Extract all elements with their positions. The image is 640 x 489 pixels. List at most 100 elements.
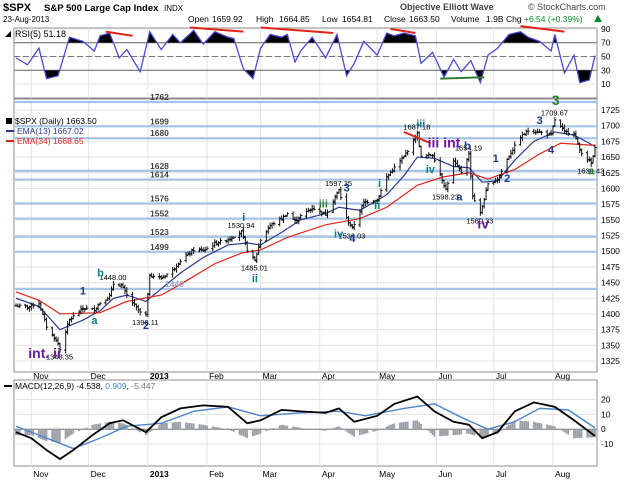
macd-histogram-bar	[323, 429, 325, 430]
macd-histogram-bar	[433, 429, 435, 436]
price-annotation-label: 1530.94	[227, 221, 254, 230]
rsi-legend-swatch	[5, 31, 11, 37]
macd-histogram-bar	[361, 429, 363, 434]
elliott-wave-label: a	[456, 191, 463, 203]
elliott-wave-label: 4	[349, 233, 356, 245]
macd-histogram-bar	[93, 424, 95, 429]
rsi-y-tick-label: 30	[601, 65, 611, 75]
elliott-wave-label: 3	[344, 183, 350, 195]
high-value: 1664.85	[279, 14, 310, 24]
chg-label: Chg	[506, 14, 522, 24]
macd-histogram-bar	[200, 425, 202, 430]
macd-histogram-bar	[233, 429, 235, 432]
macd-histogram-bar	[439, 429, 441, 436]
macd-histogram-bar	[336, 427, 338, 429]
macd-histogram-bar	[246, 429, 248, 438]
macd-histogram-bar	[575, 429, 577, 438]
macd-histogram-bar	[338, 426, 340, 429]
macd-histogram-bar	[95, 424, 97, 429]
macd-histogram-bar	[279, 426, 281, 430]
macd-histogram-bar	[231, 429, 233, 431]
macd-histogram-bar	[540, 423, 542, 429]
macd-x-tick-label: Nov	[33, 469, 49, 479]
elliott-wave-label: iii int	[428, 135, 461, 151]
price-y-tick-label: 1325	[601, 356, 620, 366]
macd-x-tick-label: Jun	[438, 469, 452, 479]
price-annotation-label: 1485.01	[241, 264, 268, 273]
macd-histogram-bar	[554, 426, 556, 429]
macd-histogram-bar	[441, 429, 443, 436]
price-y-tick-label: 1425	[601, 293, 620, 303]
macd-histogram-bar	[42, 429, 44, 439]
volume-value: 1.9B	[486, 14, 504, 24]
price-x-tick-label: Dec	[91, 371, 107, 381]
elliott-wave-label: iii	[319, 198, 328, 210]
macd-histogram-bar	[191, 423, 193, 429]
macd-histogram-bar	[158, 425, 160, 429]
macd-histogram-bar	[219, 428, 221, 429]
price-annotation-label: 1598.23	[432, 193, 459, 202]
macd-histogram-bar	[185, 423, 187, 430]
macd-histogram-bar	[305, 428, 307, 429]
price-legend: $SPX (Daily) 1663.50 EMA(13) 1667.02 EMA…	[6, 116, 97, 146]
macd-histogram-bar	[260, 429, 262, 433]
macd-histogram-bar	[298, 427, 300, 429]
macd-histogram-bar	[535, 422, 537, 429]
macd-histogram-bar	[164, 423, 166, 429]
macd-histogram-bar	[218, 428, 220, 430]
elliott-wave-label: b	[464, 141, 471, 153]
panel-layer	[14, 28, 597, 466]
macd-histogram-bar	[187, 423, 189, 429]
macd-histogram-bar	[456, 429, 458, 435]
close-value: 1663.50	[409, 14, 440, 24]
macd-histogram-bar	[548, 425, 550, 429]
elliott-wave-label: iv	[426, 164, 436, 176]
macd-histogram-bar	[193, 424, 195, 430]
elliott-wave-label: 3	[552, 92, 560, 108]
macd-histogram-bar	[390, 425, 392, 429]
macd-histogram-bar	[560, 429, 562, 430]
macd-histogram-bar	[258, 429, 260, 434]
macd-histogram-bar	[67, 429, 69, 437]
macd-histogram-bar	[565, 429, 567, 433]
macd-x-tick-label: Apr	[322, 469, 335, 479]
macd-histogram-bar	[414, 421, 416, 430]
macd-histogram-bar	[523, 421, 525, 429]
macd-histogram-bar	[86, 427, 88, 429]
elliott-wave-label: int. ii	[28, 345, 61, 361]
macd-histogram-bar	[403, 422, 405, 429]
macd-histogram-bar	[365, 429, 367, 433]
macd-histogram-bar	[525, 421, 527, 429]
macd-x-tick-label: Feb	[209, 469, 224, 479]
elliott-wave-label: 3	[537, 115, 543, 127]
macd-legend-histogram: -5.447	[131, 381, 155, 391]
macd-histogram-bar	[458, 429, 460, 434]
macd-histogram-bar	[46, 429, 48, 441]
price-legend-swatch	[6, 118, 12, 124]
elliott-wave-label: i	[242, 212, 245, 224]
price-annotation-label: 1709.67	[541, 109, 568, 118]
support-level-label: 1440	[165, 279, 184, 289]
macd-histogram-bar	[294, 427, 296, 429]
macd-histogram-bar	[347, 429, 349, 433]
elliott-wave-label: 1	[493, 153, 499, 165]
macd-histogram-bar	[292, 427, 294, 430]
macd-histogram-bar	[72, 429, 74, 433]
elliott-wave-label: 2	[143, 320, 149, 332]
macd-histogram-bar	[401, 422, 403, 429]
macd-histogram-bar	[172, 422, 174, 429]
elliott-wave-label: i	[378, 178, 381, 190]
macd-x-tick-label: Mar	[263, 469, 278, 479]
macd-histogram-bar	[216, 427, 218, 429]
stockcharts-source: © StockCharts.com	[528, 2, 606, 12]
price-x-tick-label: Aug	[555, 371, 570, 381]
macd-histogram-bar	[296, 427, 298, 429]
elliott-wave-label: iv	[477, 216, 489, 232]
macd-histogram-bar	[351, 429, 353, 435]
macd-histogram-bar	[53, 429, 55, 442]
macd-histogram-bar	[239, 429, 241, 434]
macd-histogram-bar	[65, 429, 67, 439]
price-y-tick-label: 1400	[601, 309, 620, 319]
macd-histogram-bar	[393, 423, 395, 429]
